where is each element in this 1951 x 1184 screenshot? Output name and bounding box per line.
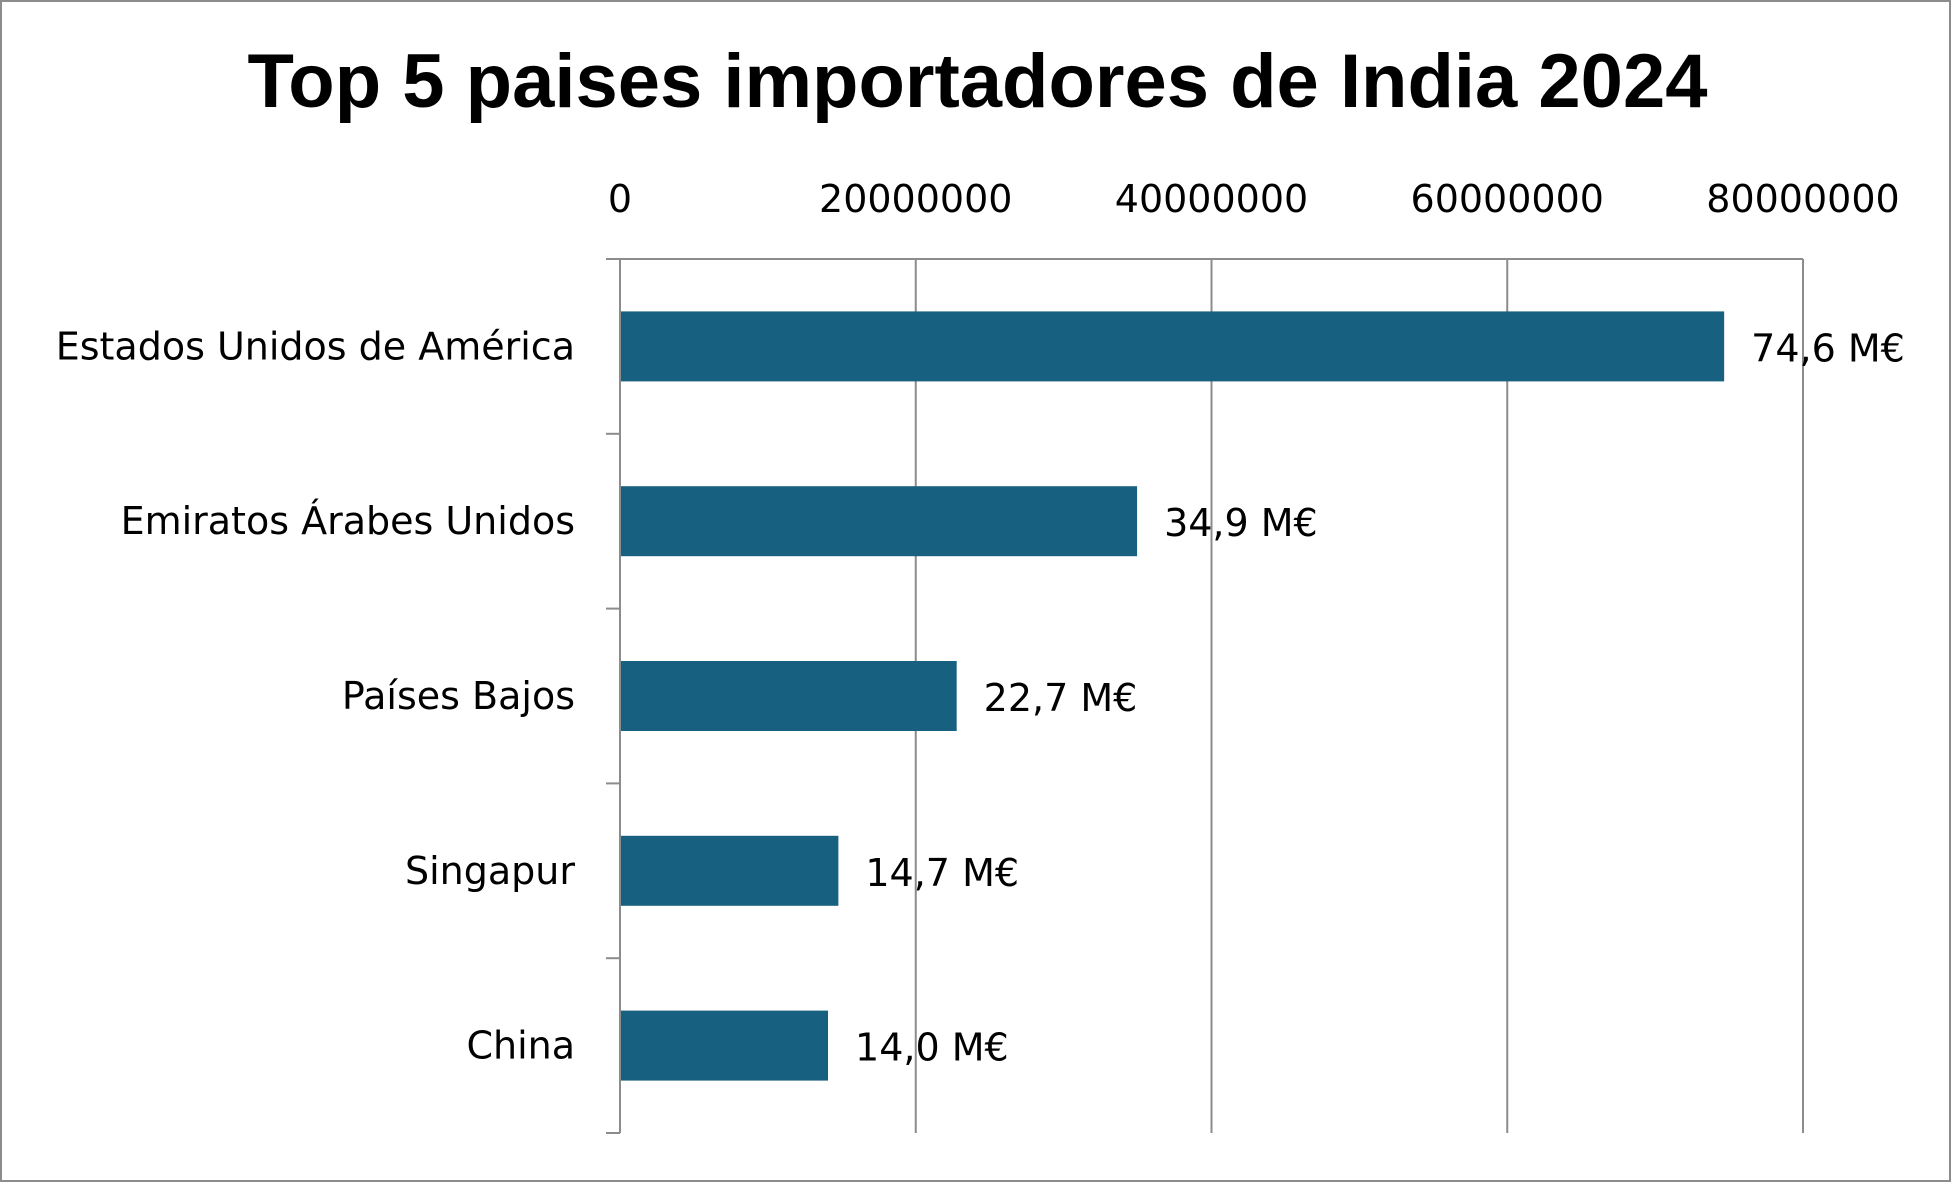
category-label: Países Bajos bbox=[342, 674, 575, 718]
bar bbox=[621, 311, 1725, 382]
category-label: Singapur bbox=[405, 849, 575, 893]
value-tick-label: 40000000 bbox=[1115, 177, 1308, 221]
value-tick-label: 60000000 bbox=[1411, 177, 1604, 221]
value-tick-label: 0 bbox=[608, 177, 632, 221]
bar bbox=[621, 486, 1138, 557]
data-labels: 74,6 M€ 34,9 M€ 22,7 M€ 14,7 M€ 14,0 M€ bbox=[855, 326, 1905, 1069]
category-label: China bbox=[466, 1024, 575, 1068]
bars bbox=[621, 311, 1725, 1081]
value-tick-label: 20000000 bbox=[819, 177, 1012, 221]
category-axis bbox=[606, 258, 621, 1134]
data-label: 14,0 M€ bbox=[855, 1026, 1009, 1070]
data-label: 22,7 M€ bbox=[984, 676, 1138, 720]
category-label: Estados Unidos de América bbox=[56, 324, 575, 368]
bar bbox=[621, 661, 957, 731]
bar bbox=[621, 1010, 829, 1081]
data-label: 74,6 M€ bbox=[1751, 326, 1905, 370]
value-axis-tick-labels: 0 20000000 40000000 60000000 80000000 bbox=[608, 177, 1900, 221]
category-labels: Estados Unidos de América Emiratos Árabes… bbox=[56, 324, 576, 1067]
bar bbox=[621, 835, 839, 906]
data-label: 14,7 M€ bbox=[865, 851, 1019, 895]
category-label: Emiratos Árabes Unidos bbox=[121, 499, 575, 543]
data-label: 34,9 M€ bbox=[1164, 501, 1318, 545]
chart-title: Top 5 paises importadores de India 2024 bbox=[247, 39, 1708, 124]
value-tick-label: 80000000 bbox=[1706, 177, 1899, 221]
